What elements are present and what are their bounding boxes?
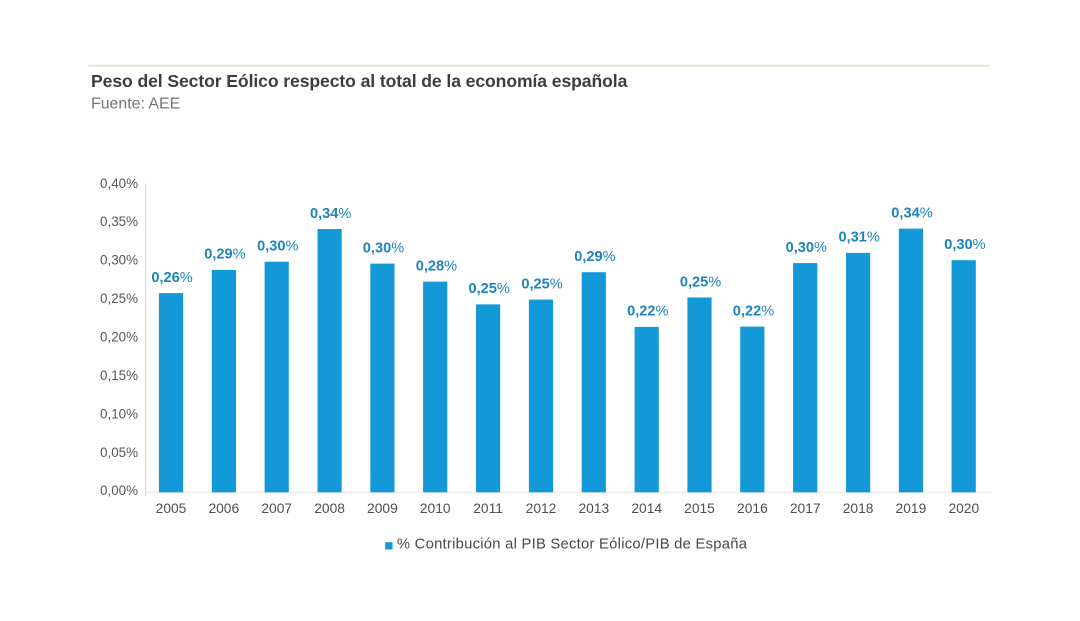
svg-text:2019: 2019 <box>896 501 927 516</box>
svg-text:Fuente: AEE: Fuente: AEE <box>91 95 180 112</box>
svg-text:0,26%: 0,26% <box>151 270 192 286</box>
svg-text:0,30%: 0,30% <box>257 239 298 255</box>
svg-text:0,25%: 0,25% <box>680 274 721 290</box>
svg-text:0,30%: 0,30% <box>786 240 827 256</box>
svg-text:0,29%: 0,29% <box>574 249 615 265</box>
svg-text:0,10%: 0,10% <box>100 406 138 421</box>
svg-text:2007: 2007 <box>261 501 292 516</box>
svg-text:0,15%: 0,15% <box>100 368 138 383</box>
svg-text:2013: 2013 <box>578 501 609 516</box>
svg-text:2012: 2012 <box>526 501 557 516</box>
svg-text:0,31%: 0,31% <box>839 230 880 246</box>
svg-text:2020: 2020 <box>948 501 979 516</box>
svg-text:2017: 2017 <box>790 501 821 516</box>
svg-text:0,35%: 0,35% <box>100 214 138 229</box>
svg-text:2009: 2009 <box>367 501 398 516</box>
svg-text:2015: 2015 <box>684 501 715 516</box>
svg-text:0,30%: 0,30% <box>363 240 404 256</box>
svg-text:0,28%: 0,28% <box>416 258 457 274</box>
svg-text:2016: 2016 <box>737 501 768 516</box>
svg-text:0,30%: 0,30% <box>944 237 985 253</box>
svg-text:0,00%: 0,00% <box>100 483 138 498</box>
svg-text:2006: 2006 <box>208 501 239 516</box>
svg-text:0,30%: 0,30% <box>100 253 138 268</box>
svg-text:0,25%: 0,25% <box>521 276 562 292</box>
svg-text:2014: 2014 <box>631 501 662 516</box>
svg-text:2011: 2011 <box>473 501 503 516</box>
svg-text:% Contribución al PIB Sector E: % Contribución al PIB Sector Eólico/PIB … <box>397 537 748 553</box>
svg-text:0,34%: 0,34% <box>310 206 351 222</box>
svg-text:0,22%: 0,22% <box>627 304 668 320</box>
svg-text:0,29%: 0,29% <box>204 247 245 263</box>
svg-text:2008: 2008 <box>314 501 345 516</box>
svg-text:0,20%: 0,20% <box>100 330 138 345</box>
svg-text:0,25%: 0,25% <box>100 291 138 306</box>
svg-text:0,05%: 0,05% <box>100 445 138 460</box>
svg-text:Peso del Sector Eólico respect: Peso del Sector Eólico respecto al total… <box>91 71 628 91</box>
svg-text:0,25%: 0,25% <box>469 281 510 297</box>
svg-text:2010: 2010 <box>420 501 451 516</box>
svg-text:2005: 2005 <box>156 501 187 516</box>
svg-text:0,40%: 0,40% <box>100 176 138 191</box>
svg-text:0,22%: 0,22% <box>733 303 774 319</box>
svg-text:0,34%: 0,34% <box>891 205 932 221</box>
svg-text:2018: 2018 <box>843 501 874 516</box>
